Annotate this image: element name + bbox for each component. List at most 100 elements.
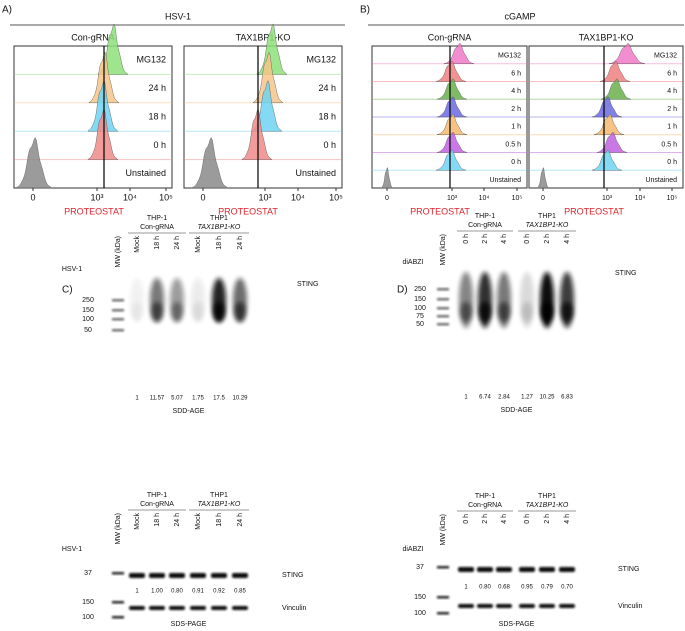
label: TAX1BP1-KO [236, 32, 291, 42]
histogram [252, 51, 284, 103]
label: 4 h [564, 514, 571, 524]
plot-frame [13, 45, 173, 189]
smear-core [541, 302, 553, 322]
band [559, 567, 575, 572]
label: 100 [414, 610, 426, 617]
label: 6 h [667, 70, 677, 77]
histogram [435, 149, 467, 171]
label: 1.27 [521, 395, 533, 401]
label: 100 [82, 316, 94, 323]
band [519, 604, 535, 608]
label: 24 h [174, 236, 181, 250]
label: 50 [416, 321, 424, 328]
label: 18 h [154, 236, 161, 250]
band [211, 573, 227, 578]
label: HSV-1 [62, 266, 82, 273]
label: Vinculin [618, 603, 642, 610]
label: 1 h [667, 124, 677, 131]
label: 10.25 [539, 395, 555, 401]
ladder-band [437, 323, 449, 326]
label: Con-gRNA [140, 501, 174, 508]
label: C) [62, 285, 73, 296]
label: 75 [416, 313, 424, 320]
label: THP1 [210, 215, 228, 222]
band [129, 606, 145, 610]
label: Unstained [489, 177, 521, 184]
label: 150 [82, 307, 94, 314]
histogram [87, 80, 119, 132]
label: MG132 [654, 53, 677, 60]
label: Con-gRNA [428, 32, 472, 42]
label: THP1 [538, 213, 556, 220]
label: Con-gRNA [140, 224, 174, 231]
band [539, 604, 555, 608]
label: HSV-1 [165, 11, 191, 21]
label: HSV-1 [62, 546, 82, 553]
label: Con-gRNA [468, 502, 502, 509]
label: 0 h [524, 514, 531, 524]
histogram [591, 96, 623, 118]
label: 4 h [501, 234, 508, 244]
plot-frame [183, 45, 343, 189]
label: 24 h [318, 83, 336, 93]
label: 1.00 [151, 589, 163, 595]
histogram [436, 96, 468, 118]
label: 0 h [153, 140, 166, 150]
label: 50 [84, 327, 92, 334]
label: 6.74 [479, 395, 491, 401]
label: 0 h [667, 159, 677, 166]
label: Vinculin [282, 605, 306, 612]
label: Mock [134, 513, 141, 530]
label: TAX1BP1-KO [198, 501, 241, 508]
histogram [608, 43, 646, 64]
label: 24 h [237, 236, 244, 250]
band [232, 573, 248, 578]
label: 250 [82, 297, 94, 304]
label: PROTEOSTAT [64, 206, 124, 216]
label: 150 [414, 296, 426, 303]
label: 0.92 [213, 589, 225, 595]
label: 0.85 [234, 589, 246, 595]
label: 0 h [463, 234, 470, 244]
label: 0.5 h [505, 141, 521, 148]
label: 10³ [90, 192, 103, 202]
label: STING [282, 572, 303, 579]
label: THP-1 [475, 213, 495, 220]
histogram [191, 137, 229, 189]
label: 10⁵ [159, 192, 173, 202]
label: 10³ [258, 192, 271, 202]
label: 1 [135, 589, 139, 595]
smear-core [192, 302, 204, 322]
histogram [536, 167, 550, 189]
ladder-band [437, 596, 449, 599]
label: 10⁴ [123, 192, 137, 202]
label: 6 h [511, 70, 521, 77]
ladder-band [112, 318, 124, 321]
ladder-band [112, 572, 124, 575]
label: 0 h [524, 234, 531, 244]
label: 0 h [323, 140, 336, 150]
label: TAX1BP1-KO [198, 224, 241, 231]
label: 2 h [482, 514, 489, 524]
label: 0.79 [541, 585, 553, 591]
label: 4 h [511, 88, 521, 95]
histogram [241, 108, 273, 160]
label: 0.95 [521, 585, 533, 591]
label: 0.68 [498, 585, 510, 591]
smear-core [521, 302, 533, 322]
label: PROTEOSTAT [410, 206, 470, 216]
histogram [436, 131, 468, 153]
histogram [600, 78, 632, 100]
label: THP1 [538, 493, 556, 500]
label: Unstained [125, 168, 166, 178]
label: TAX1BP1-KO [526, 502, 569, 509]
label: 0.91 [192, 589, 204, 595]
label: cGAMP [504, 11, 535, 21]
smear-core [131, 302, 143, 322]
label: 18 h [216, 236, 223, 250]
label: 150 [82, 599, 94, 606]
label: PROTEOSTAT [218, 206, 278, 216]
histogram [87, 108, 119, 160]
label: THP1 [210, 492, 228, 499]
